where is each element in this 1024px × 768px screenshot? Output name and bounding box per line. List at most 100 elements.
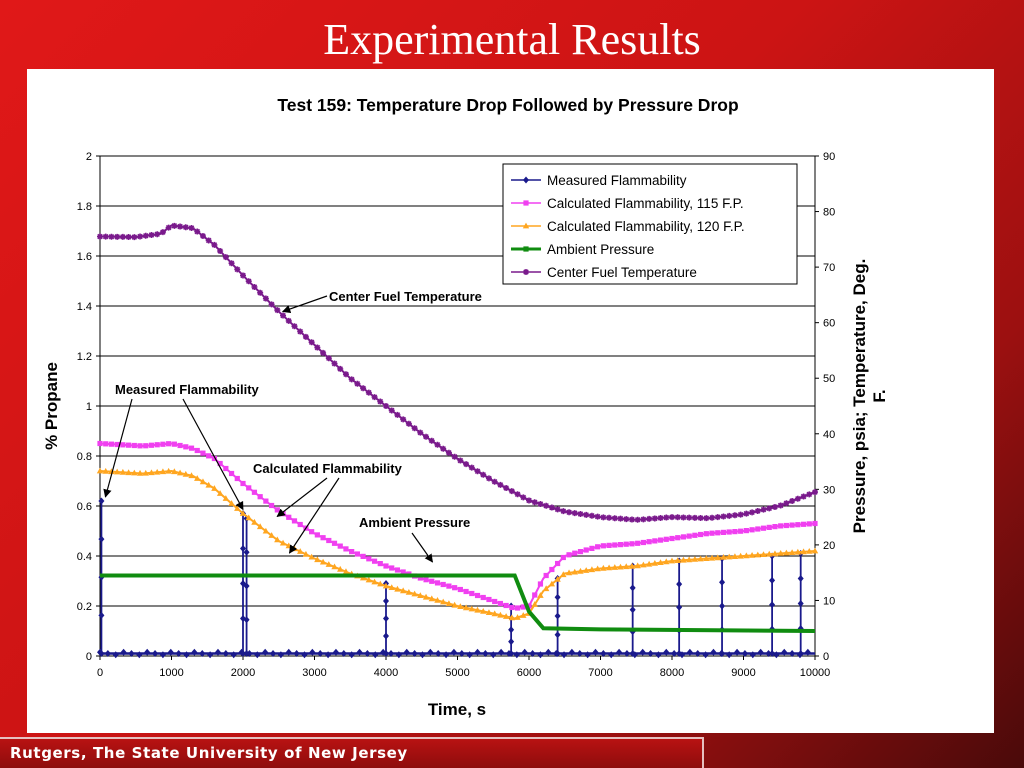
data-point [364, 650, 371, 657]
data-point [709, 514, 716, 521]
y-tick-label: 0.2 [77, 601, 92, 613]
data-point [450, 648, 457, 656]
flammability-chart: Test 159: Temperature Drop Followed by P… [42, 95, 889, 719]
data-point [737, 552, 744, 559]
data-point [800, 548, 807, 555]
data-point [474, 648, 481, 656]
data-point [423, 577, 429, 583]
data-point [691, 514, 698, 521]
data-point [302, 333, 309, 340]
data-point [577, 567, 584, 574]
data-point [419, 651, 426, 659]
data-point [308, 553, 315, 560]
data-point [154, 442, 160, 448]
data-point [671, 650, 678, 657]
data-point [566, 509, 573, 516]
data-point [274, 536, 281, 543]
data-point [738, 528, 744, 534]
data-point [628, 516, 635, 523]
data-point [136, 651, 143, 659]
data-point [383, 632, 389, 640]
data-point [297, 328, 304, 335]
data-point [262, 648, 269, 656]
data-point [811, 547, 819, 554]
data-point [639, 648, 646, 656]
data-point [554, 593, 561, 601]
data-point [411, 650, 418, 657]
data-point [526, 603, 532, 609]
data-point [371, 578, 378, 585]
y2-tick-label: 0 [823, 651, 829, 663]
data-point [388, 650, 395, 657]
data-point [576, 650, 583, 657]
data-point [217, 248, 224, 254]
data-point [749, 651, 756, 659]
y-axis-label: % Propane [42, 362, 61, 450]
data-point [611, 564, 618, 570]
data-point [702, 651, 709, 659]
data-point [112, 651, 119, 659]
data-point [629, 541, 635, 547]
data-point [142, 232, 149, 239]
x-tick-label: 7000 [588, 667, 612, 679]
data-point [771, 504, 778, 510]
data-point [623, 516, 630, 523]
data-point [692, 532, 698, 538]
data-point [794, 495, 801, 502]
data-point [199, 478, 207, 485]
legend-label: Calculated Flammability, 115 F.P. [547, 196, 744, 211]
data-point [137, 233, 144, 240]
data-point [640, 561, 647, 568]
data-point [159, 229, 166, 236]
data-point [646, 539, 652, 545]
data-point [114, 441, 120, 448]
data-point [508, 650, 515, 657]
data-point [131, 234, 138, 241]
data-point [771, 550, 779, 557]
data-point [182, 470, 189, 477]
data-point [657, 559, 664, 565]
data-point [676, 580, 683, 588]
data-point [726, 529, 732, 535]
data-point [194, 475, 201, 481]
data-point [554, 650, 561, 657]
data-point [325, 355, 332, 362]
data-point [521, 648, 528, 656]
data-point [634, 516, 641, 523]
data-point [96, 467, 104, 474]
data-point [675, 535, 681, 541]
data-point [394, 411, 401, 418]
data-point [714, 554, 721, 561]
data-point [343, 546, 349, 552]
data-point [490, 651, 497, 659]
data-point [794, 548, 802, 555]
data-point [211, 455, 217, 462]
data-point [508, 488, 515, 495]
data-point [293, 650, 300, 657]
data-point [280, 312, 287, 319]
data-point [97, 440, 103, 447]
data-point [731, 512, 738, 519]
data-point [142, 469, 149, 476]
data-point [228, 260, 235, 267]
data-point [608, 651, 615, 659]
data-point [697, 555, 704, 562]
data-point [749, 509, 756, 516]
data-point [240, 272, 246, 279]
data-point [98, 650, 105, 657]
data-point [205, 237, 212, 244]
data-point [128, 650, 135, 657]
data-point [277, 651, 284, 659]
annotation-arrow [281, 295, 328, 314]
data-point [274, 307, 281, 314]
data-point [148, 442, 155, 448]
series-pressure [100, 573, 816, 633]
data-point [800, 493, 807, 500]
data-point [777, 502, 784, 509]
data-point [395, 651, 402, 659]
chart-title: Test 159: Temperature Drop Followed by P… [277, 95, 738, 115]
data-point [537, 592, 544, 598]
data-point [159, 468, 167, 475]
data-point [766, 524, 772, 530]
data-point [326, 537, 332, 544]
